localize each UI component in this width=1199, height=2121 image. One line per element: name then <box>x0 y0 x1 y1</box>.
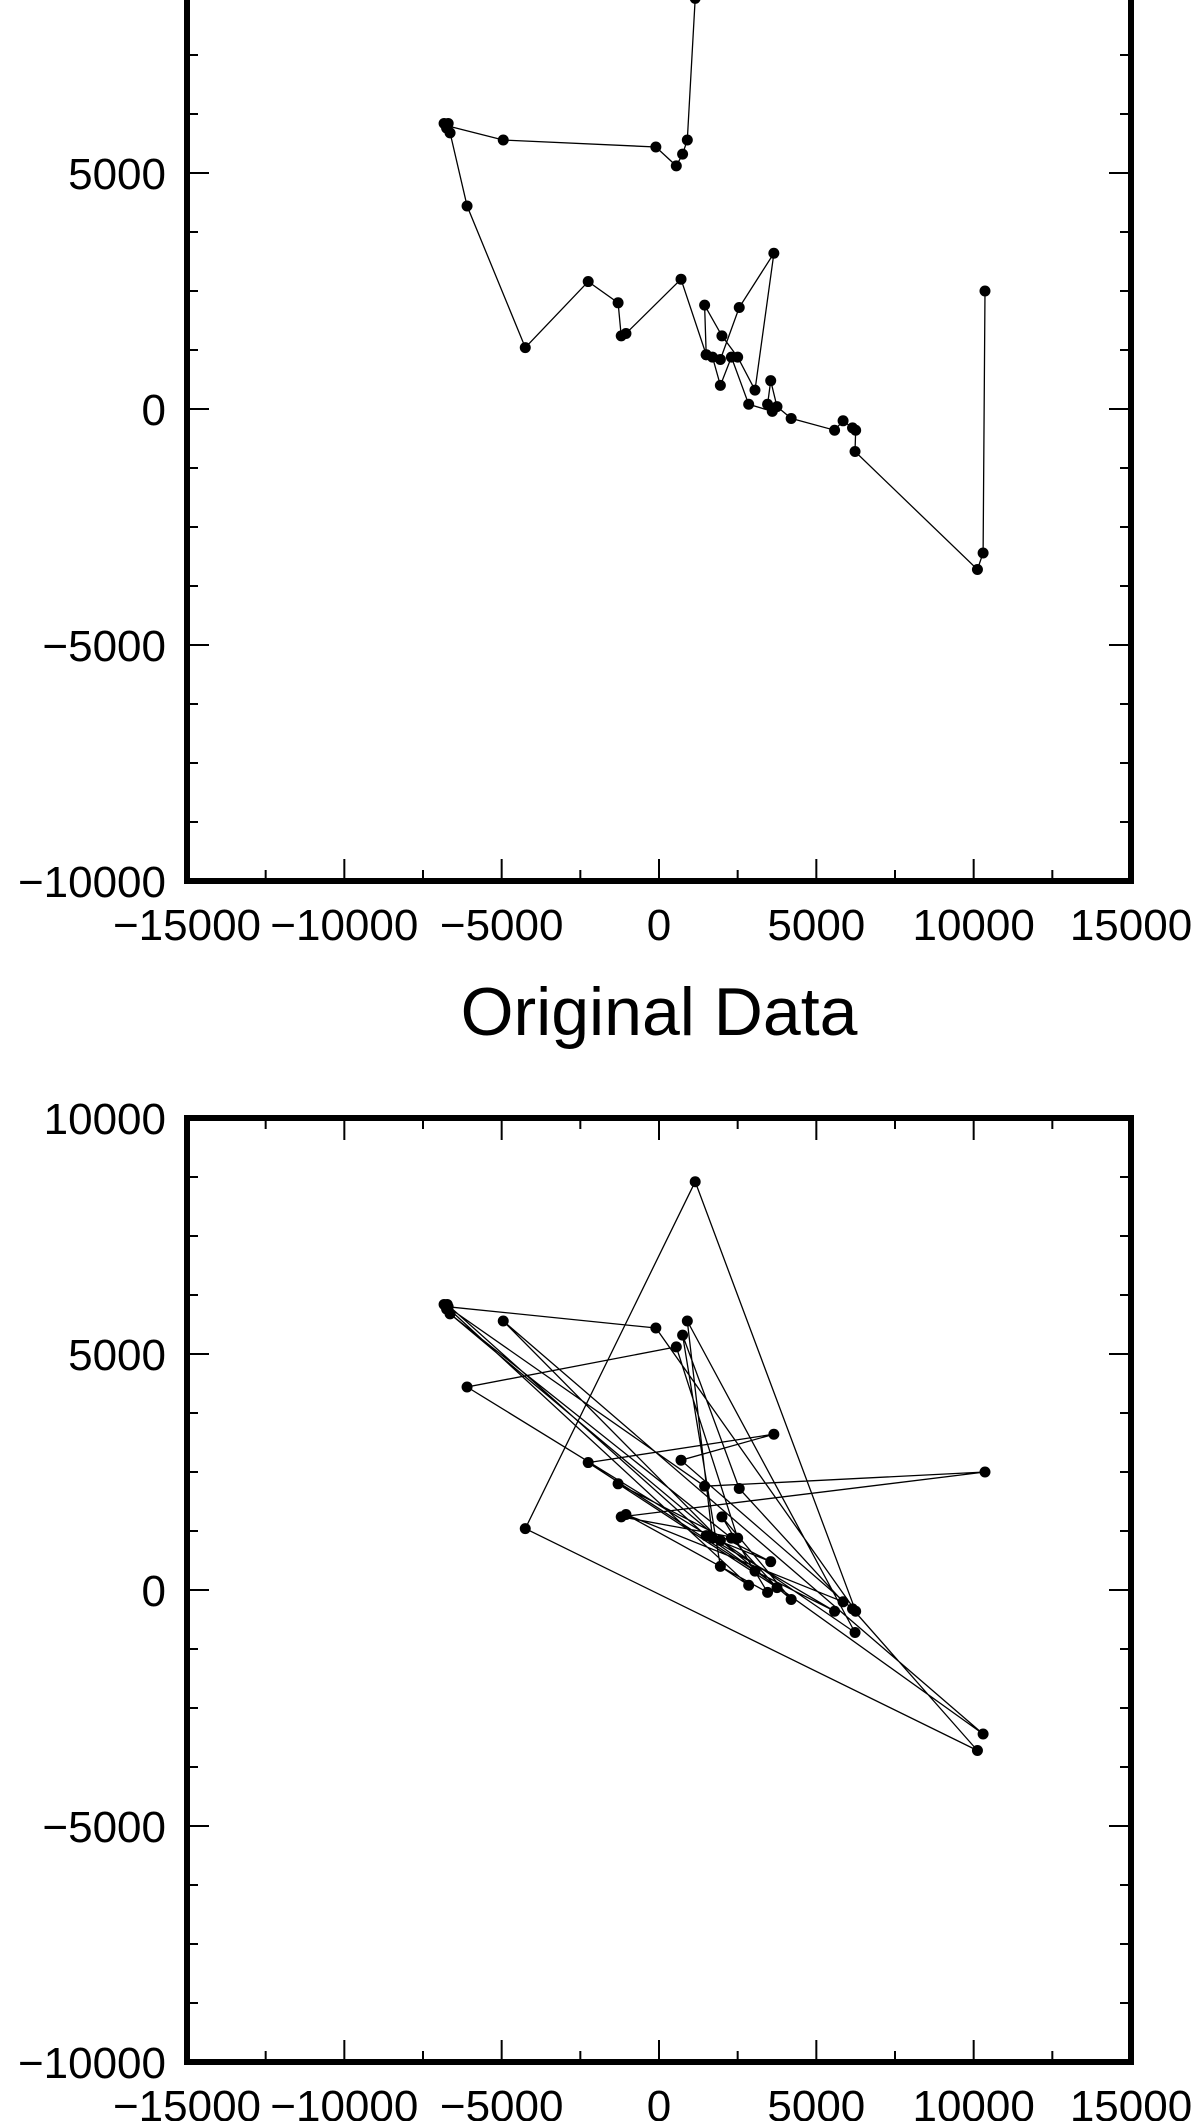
y-tick-label: 10000 <box>44 1095 166 1144</box>
data-point <box>689 0 701 4</box>
y-tick-label: −5000 <box>42 622 166 671</box>
data-point <box>650 141 662 153</box>
data-point <box>837 1596 849 1608</box>
y-tick-label: 0 <box>142 386 166 435</box>
data-point <box>733 302 745 314</box>
data-point <box>461 1381 473 1393</box>
data-point <box>612 1478 624 1490</box>
data-point <box>714 1560 726 1572</box>
data-point <box>762 1586 774 1598</box>
data-point <box>829 1605 841 1617</box>
x-tick-label: −15000 <box>113 901 261 950</box>
y-tick-label: −10000 <box>18 2039 166 2088</box>
data-point <box>979 285 991 297</box>
data-point <box>765 1556 777 1568</box>
data-point <box>766 405 778 417</box>
y-tick-label: −10000 <box>18 858 166 907</box>
data-point <box>681 134 693 146</box>
data-point <box>714 379 726 391</box>
x-tick-label: −15000 <box>113 2082 261 2121</box>
data-point <box>497 1315 509 1327</box>
y-tick-label: 5000 <box>68 1331 166 1380</box>
data-point <box>519 342 531 354</box>
data-point <box>461 200 473 212</box>
data-point <box>765 375 777 387</box>
data-point <box>743 1579 755 1591</box>
data-point <box>612 297 624 309</box>
x-tick-label: −10000 <box>270 2082 418 2121</box>
data-point <box>785 1593 797 1605</box>
series-line <box>443 0 986 571</box>
data-point <box>785 412 797 424</box>
x-tick-label: 5000 <box>767 2082 865 2121</box>
data-point <box>749 384 761 396</box>
data-point <box>977 1728 989 1740</box>
series-line <box>443 1180 986 1752</box>
x-tick-label: −10000 <box>270 901 418 950</box>
data-point <box>519 1523 531 1535</box>
data-point <box>749 1565 761 1577</box>
x-tick-label: 10000 <box>912 2082 1034 2121</box>
data-point <box>829 424 841 436</box>
data-point <box>699 1480 711 1492</box>
data-point <box>716 1511 728 1523</box>
y-tick-label: 5000 <box>68 150 166 199</box>
data-point <box>699 299 711 311</box>
x-tick-label: 5000 <box>767 901 865 950</box>
chart-original-data: Original Data −15000 −10000 −5000 0 5000 10000… <box>18 974 1192 2121</box>
data-point <box>743 398 755 410</box>
data-point <box>681 1315 693 1327</box>
data-point <box>677 148 689 160</box>
data-point <box>971 1744 983 1756</box>
data-point <box>689 1176 701 1188</box>
data-point <box>700 1530 712 1542</box>
data-point <box>849 445 861 457</box>
data-point <box>582 276 594 288</box>
chart-title: Original Data <box>461 974 858 1050</box>
data-point <box>971 563 983 575</box>
y-tick-label: −5000 <box>42 1803 166 1852</box>
x-tick-label: 0 <box>647 2082 671 2121</box>
x-tick-label: −5000 <box>440 2082 564 2121</box>
data-point <box>847 422 859 434</box>
data-point <box>977 547 989 559</box>
data-point <box>732 351 744 363</box>
x-tick-label: 10000 <box>912 901 1034 950</box>
data-point <box>716 330 728 342</box>
x-tick-label: −5000 <box>440 901 564 950</box>
plot-frame <box>184 0 1134 884</box>
y-tick-label: 0 <box>142 1567 166 1616</box>
data-point <box>700 349 712 361</box>
data-point <box>615 330 627 342</box>
data-point <box>714 353 726 365</box>
data-point <box>768 247 780 259</box>
x-tick-label: 0 <box>647 901 671 950</box>
data-point <box>441 1303 453 1315</box>
data-point <box>497 134 509 146</box>
data-point <box>979 1466 991 1478</box>
data-point <box>725 1532 737 1544</box>
data-point <box>670 160 682 172</box>
data-point <box>675 1454 687 1466</box>
x-tick-label: 15000 <box>1070 2082 1192 2121</box>
x-tick-label: 15000 <box>1070 901 1192 950</box>
data-point <box>847 1603 859 1615</box>
chart-top: −15000 −10000 −5000 0 5000 10000 15000 −10000 −5… <box>18 0 1192 950</box>
data-point <box>620 1508 632 1520</box>
data-point <box>675 273 687 285</box>
data-point <box>677 1329 689 1341</box>
data-point <box>733 1483 745 1495</box>
data-point <box>582 1457 594 1469</box>
data-point <box>441 120 453 132</box>
data-point <box>849 1626 861 1638</box>
data-point <box>837 415 849 427</box>
plot-frame <box>184 1115 1134 2065</box>
data-point <box>650 1322 662 1334</box>
data-point <box>670 1341 682 1353</box>
data-point <box>768 1428 780 1440</box>
data-point <box>771 1582 783 1594</box>
